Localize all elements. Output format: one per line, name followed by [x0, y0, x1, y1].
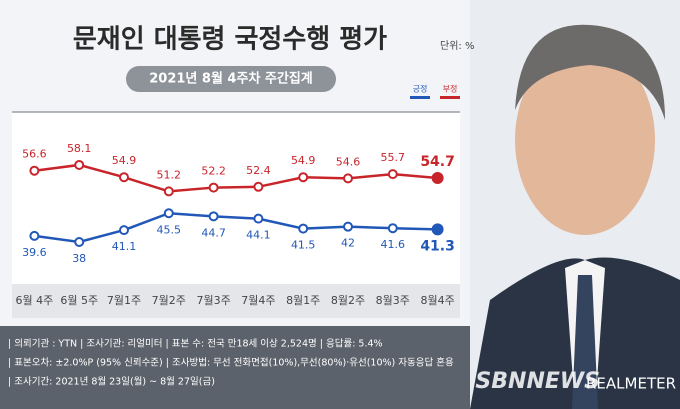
portrait — [470, 0, 680, 409]
watermark: REALMETER — [586, 375, 676, 393]
point — [163, 208, 174, 219]
x-tick-label: 7월2주 — [152, 294, 186, 307]
legend-label: 긍정 — [413, 84, 428, 94]
x-tick-label: 7월4주 — [241, 294, 275, 307]
value-label: 44.1 — [246, 229, 271, 242]
legend-label: 부정 — [443, 84, 458, 94]
point — [253, 213, 264, 224]
legend-swatch — [440, 96, 460, 99]
point — [29, 165, 40, 176]
x-tick-label: 8월4주 — [420, 294, 454, 307]
point — [119, 225, 129, 236]
value-label: 41.1 — [112, 240, 137, 253]
value-label: 41.3 — [420, 238, 455, 254]
series-line — [34, 163, 438, 193]
point — [343, 221, 353, 232]
chart-title: 문재인 대통령 국정수행 평가 — [73, 25, 387, 55]
value-label: 41.6 — [381, 238, 406, 251]
point — [29, 230, 40, 241]
point — [119, 172, 129, 183]
legend-swatch — [410, 96, 430, 99]
point — [208, 182, 219, 193]
value-label: 55.7 — [381, 151, 406, 164]
point — [208, 211, 219, 222]
value-label: 45.5 — [157, 223, 182, 236]
subtitle: 2021년 8월 4주차 주간집계 — [149, 71, 313, 87]
value-label: 52.4 — [246, 164, 271, 177]
value-label: 39.6 — [22, 246, 47, 259]
value-label: 51.2 — [157, 168, 182, 181]
point — [74, 237, 85, 247]
x-tick-label: 6월 5주 — [60, 294, 98, 307]
value-label: 54.9 — [291, 154, 316, 167]
point — [431, 171, 444, 184]
series-line — [34, 211, 438, 244]
value-label: 54.7 — [420, 154, 455, 170]
point — [387, 169, 398, 180]
point — [387, 223, 398, 234]
footer-text: | 표본오차: ±2.0%P (95% 신뢰수준) | 조사방법: 무선 전화면… — [8, 357, 454, 369]
footer-text: | 조사기간: 2021년 8월 23일(월) ~ 8월 27일(금) — [8, 376, 215, 388]
value-label: 52.2 — [201, 165, 226, 178]
point — [343, 173, 353, 184]
footer-text: | 의뢰기관 : YTN | 조사기관: 리얼미터 | 표본 수: 전국 만18… — [8, 338, 383, 350]
plot-area — [12, 112, 460, 284]
point — [253, 181, 264, 192]
point — [298, 172, 309, 183]
value-label: 54.6 — [336, 155, 361, 168]
watermark: SBNNEWS — [475, 369, 600, 394]
x-tick-label: 7월1주 — [107, 294, 141, 307]
value-label: 38 — [72, 252, 86, 265]
x-tick-label: 6월 4주 — [16, 294, 54, 307]
subtitle-pill — [126, 66, 336, 92]
value-label: 54.9 — [112, 154, 137, 167]
x-tick-label: 8월2주 — [331, 294, 365, 307]
footer-panel — [0, 326, 470, 409]
x-tick-label: 8월3주 — [376, 294, 410, 307]
x-tick-label: 7월3주 — [196, 294, 230, 307]
point — [298, 223, 309, 234]
value-label: 58.1 — [67, 142, 92, 155]
unit-label: 단위: % — [440, 39, 474, 52]
point — [74, 159, 85, 170]
value-label: 42 — [341, 237, 355, 250]
point — [431, 223, 444, 236]
value-label: 41.5 — [291, 239, 316, 252]
value-label: 44.7 — [201, 226, 226, 239]
value-label: 56.6 — [22, 148, 47, 161]
x-tick-label: 8월1주 — [286, 294, 320, 307]
point — [163, 186, 174, 197]
category-band — [12, 284, 460, 318]
